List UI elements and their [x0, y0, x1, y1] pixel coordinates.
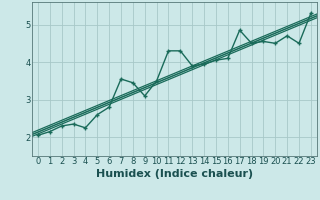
Point — [118, 77, 124, 81]
Point — [237, 29, 242, 32]
Point — [308, 12, 313, 15]
Point — [36, 134, 41, 137]
Point — [71, 122, 76, 126]
Point — [59, 124, 64, 128]
Point — [273, 42, 278, 45]
Point — [47, 130, 52, 133]
Point — [190, 64, 195, 67]
Point — [249, 42, 254, 45]
Point — [178, 49, 183, 52]
Point — [296, 42, 301, 45]
Point — [154, 79, 159, 82]
X-axis label: Humidex (Indice chaleur): Humidex (Indice chaleur) — [96, 169, 253, 179]
Point — [130, 81, 135, 84]
Point — [261, 40, 266, 43]
Point — [83, 126, 88, 129]
Point — [284, 34, 290, 37]
Point — [95, 113, 100, 116]
Point — [225, 57, 230, 60]
Point — [166, 49, 171, 52]
Point — [213, 59, 219, 62]
Point — [107, 106, 112, 109]
Point — [142, 94, 147, 98]
Point — [202, 62, 207, 66]
